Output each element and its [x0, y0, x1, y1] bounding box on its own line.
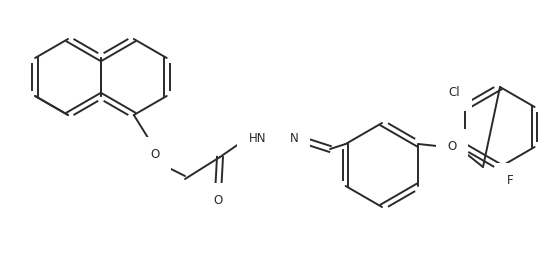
Text: HN: HN [249, 132, 267, 146]
Text: Cl: Cl [449, 87, 460, 100]
Text: N: N [290, 132, 298, 146]
Text: F: F [507, 175, 514, 187]
Text: O: O [151, 148, 160, 162]
Text: O: O [213, 194, 223, 207]
Text: O: O [447, 140, 456, 154]
